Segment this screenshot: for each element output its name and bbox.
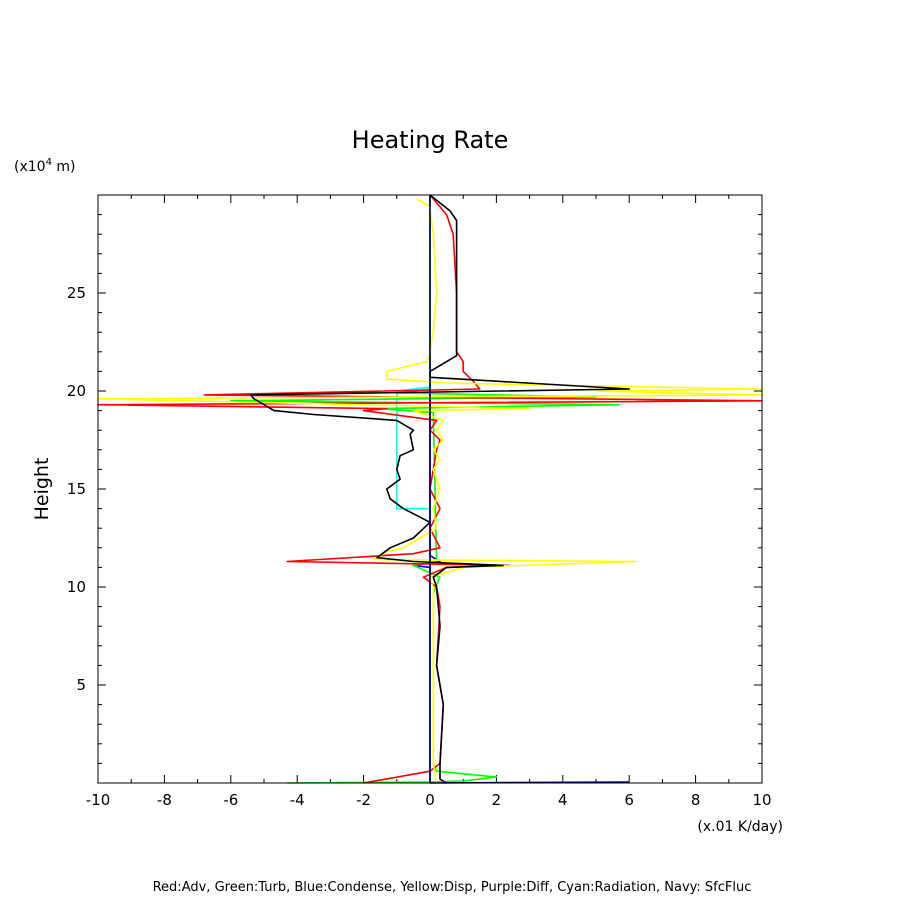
y-unit-suffix: m) [52,159,76,175]
chart-title: Heating Rate [352,126,509,154]
y-tick-label: 15 [67,480,86,498]
x-tick-label: 2 [492,791,502,809]
x-tick-label: 4 [558,791,568,809]
y-tick-label: 5 [76,676,86,694]
x-tick-label: -6 [223,791,238,809]
legend-text: Red:Adv, Green:Turb, Blue:Condense, Yell… [153,880,752,895]
x-tick-label: 10 [752,791,771,809]
y-tick-label: 10 [67,578,86,596]
x-tick-label: -4 [290,791,305,809]
x-tick-label: 0 [425,791,435,809]
x-tick-label: -8 [157,791,172,809]
plot-frame [97,194,763,784]
y-tick-label: 25 [67,284,86,302]
y-unit-label: (x104 m) [14,157,76,175]
data-series [97,194,763,784]
y-tick-label: 20 [67,382,86,400]
series-line-yellow [97,198,763,784]
x-tick-label: -10 [86,791,111,809]
x-tick-label: 6 [624,791,634,809]
tick-labels: -10 -8 -6 -4 -2 0 2 4 6 8 10 5 10 15 20 25 [67,284,772,809]
y-axis-title: Height [31,458,53,521]
x-tick-label: -2 [356,791,371,809]
x-tick-label: 8 [691,791,701,809]
x-axis-title: (x.01 K/day) [697,819,783,835]
y-unit-prefix: (x10 [14,159,46,175]
y-unit-exponent: 4 [46,157,52,168]
series-line-black [249,194,631,784]
series-line-navy [429,194,630,784]
series-line-cyan [395,195,431,783]
series-line-green [230,195,621,784]
